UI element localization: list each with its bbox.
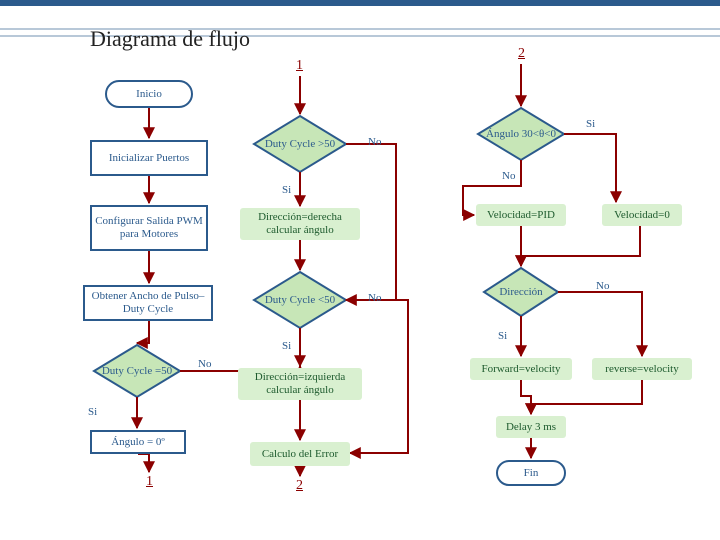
angulo_theta-diamond: [478, 108, 564, 160]
delay: Delay 3 ms: [496, 416, 566, 438]
angulo0: Ángulo = 0º: [90, 430, 186, 454]
edge-label-duty50_no: No: [198, 358, 211, 370]
dir_izq: Dirección=izquierda calcular ángulo: [238, 368, 362, 400]
obtener_ancho: Obtener Ancho de Pulso–Duty Cycle: [83, 285, 213, 321]
duty50-diamond: [94, 345, 180, 397]
edge-label-lt50_no: No: [368, 292, 381, 304]
edge-label-lt50_si: Si: [282, 340, 291, 352]
vel_0: Velocidad=0: [602, 204, 682, 226]
edge-theta-si-to-vel0: [564, 134, 616, 202]
connector-c1_bottom: 1: [146, 474, 153, 490]
fwd_vel: Forward=velocity: [470, 358, 572, 380]
calc_error: Calculo del Error: [250, 442, 350, 466]
duty_gt50-diamond: [254, 116, 346, 172]
edge-label-gt50_no: No: [368, 136, 381, 148]
duty_lt50-diamond: [254, 272, 346, 328]
edge-label-gt50_si: Si: [282, 184, 291, 196]
flowchart-canvas: [0, 0, 720, 540]
fin: Fin: [496, 460, 566, 486]
edge-obtener-to-duty50: [137, 321, 149, 343]
edge-rev-to-delay: [531, 380, 642, 414]
edge-label-dir_si: Si: [498, 330, 507, 342]
inicio: Inicio: [105, 80, 193, 108]
edge-fwd-to-delay: [521, 380, 531, 414]
edge-label-dir_no: No: [596, 280, 609, 292]
connector-c2_top: 2: [518, 46, 525, 62]
edge-label-theta_si: Si: [586, 118, 595, 130]
dir_derecha: Dirección=derecha calcular ángulo: [240, 208, 360, 240]
vel_pid: Velocidad=PID: [476, 204, 566, 226]
edge-label-duty50_si: Si: [88, 406, 97, 418]
edge-angulo0-to-conn1: [138, 454, 149, 472]
direccion-diamond: [484, 268, 558, 316]
edge-direccion-no-to-rev: [558, 292, 642, 356]
edge-label-theta_no: No: [502, 170, 515, 182]
init_puertos: Inicializar Puertos: [90, 140, 208, 176]
rev_vel: reverse=velocity: [592, 358, 692, 380]
config_pwm: Configurar Salida PWM para Motores: [90, 205, 208, 251]
connector-c2_bottom: 2: [296, 478, 303, 494]
connector-c1_top: 1: [296, 58, 303, 74]
edge-vel0-to-direccion: [521, 226, 640, 266]
